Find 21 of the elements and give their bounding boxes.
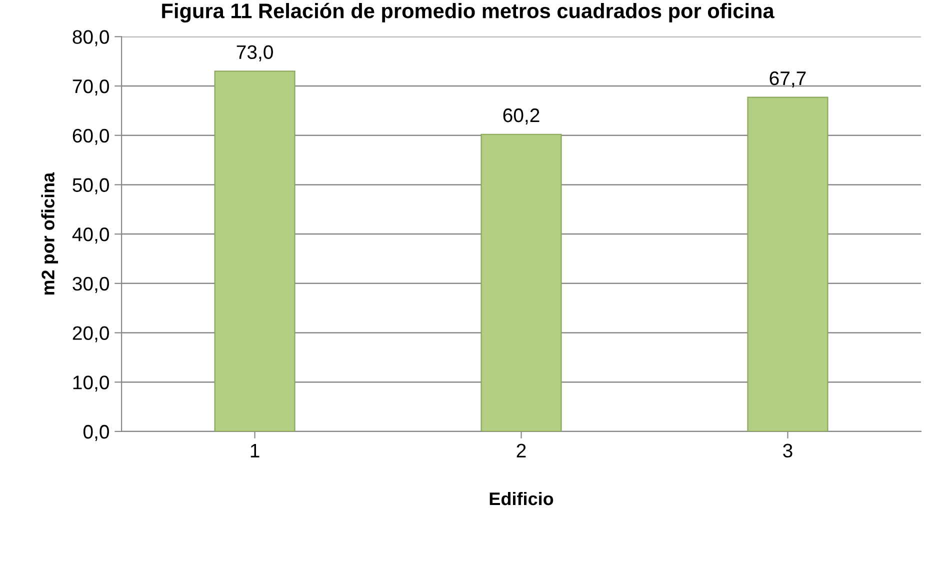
y-tick-label: 10,0	[73, 376, 109, 392]
y-tick-label: 50,0	[72, 178, 109, 194]
y-axis-title: m2 por oficina	[41, 172, 58, 295]
chart-title: Figura 11 Relación de promedio metros cuadrados por oficina	[162, 2, 774, 23]
y-tick-label: 30,0	[72, 276, 109, 293]
bar	[214, 70, 296, 432]
y-tick-label: 60,0	[72, 128, 109, 145]
x-tick-label: 1	[250, 444, 260, 458]
data-label: 73,0	[236, 45, 273, 62]
y-tick-label: 0,0	[83, 424, 109, 441]
data-label: 60,2	[503, 108, 540, 124]
y-tick-label: 20,0	[72, 326, 109, 342]
bar	[480, 134, 562, 432]
x-axis-title: Edificio	[490, 492, 554, 506]
x-tick-label: 3	[783, 444, 792, 458]
x-tick-label: 2	[516, 444, 526, 458]
y-tick-label: 40,0	[72, 228, 109, 244]
y-tick-label: 80,0	[72, 30, 109, 46]
y-tick-label: 70,0	[72, 79, 109, 96]
bar	[747, 96, 828, 432]
data-label: 67,7	[770, 71, 806, 88]
